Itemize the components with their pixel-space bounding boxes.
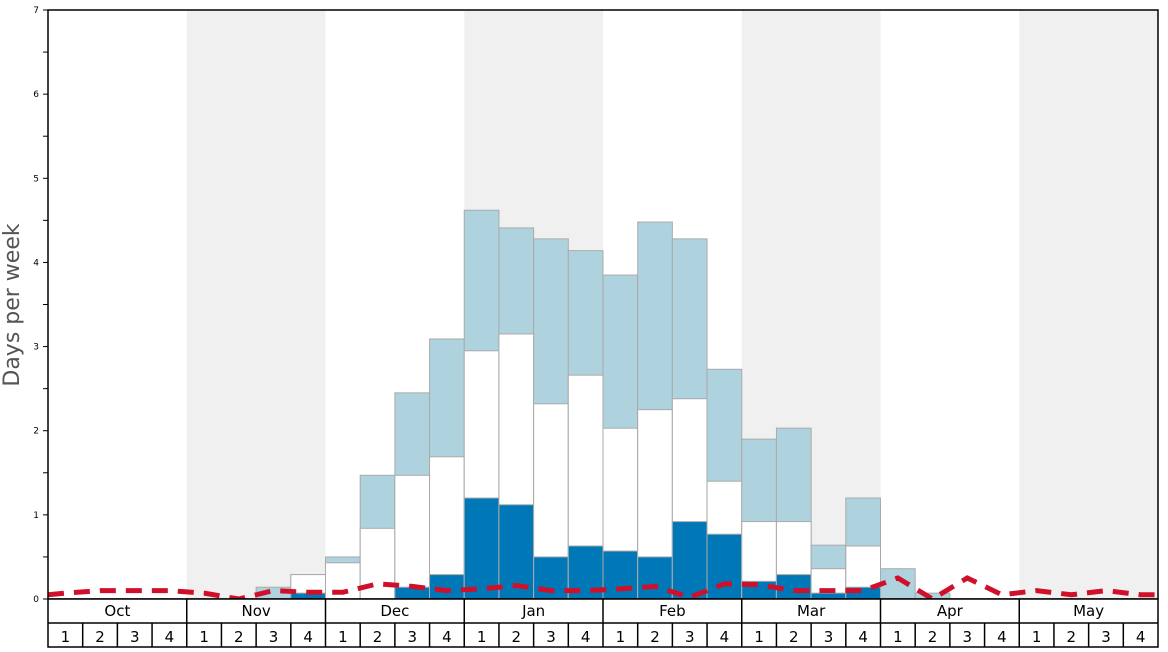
trend-line-path <box>47 575 1158 602</box>
bar-segment <box>637 556 673 600</box>
y-axis-label: Days per week <box>0 223 25 386</box>
week-label: 1 <box>1032 628 1042 646</box>
week-label: 3 <box>269 628 279 646</box>
y-tick-label: 3 <box>33 343 39 353</box>
week-label: 2 <box>373 628 383 646</box>
week-label: 4 <box>997 628 1007 646</box>
month-label: Mar <box>797 602 826 620</box>
month-label: May <box>1073 602 1104 620</box>
week-label: 2 <box>95 628 105 646</box>
y-tick-label: 5 <box>33 174 39 184</box>
month-label: Oct <box>104 602 130 620</box>
week-label: 1 <box>338 628 348 646</box>
week-label: 3 <box>407 628 417 646</box>
week-label: 3 <box>546 628 556 646</box>
bar-segment <box>706 533 743 600</box>
bar-segment <box>429 574 465 600</box>
bar-segment <box>602 550 639 600</box>
week-label: 4 <box>442 628 452 646</box>
y-tick-label: 4 <box>33 258 39 268</box>
week-label: 3 <box>824 628 834 646</box>
y-tick-label: 6 <box>33 90 39 100</box>
week-label: 1 <box>477 628 487 646</box>
bar-segment <box>671 521 708 600</box>
y-tick-label: 1 <box>33 511 39 521</box>
week-label: 3 <box>685 628 695 646</box>
week-label: 1 <box>616 628 626 646</box>
week-label: 2 <box>234 628 244 646</box>
week-label: 4 <box>303 628 313 646</box>
bars <box>255 209 951 600</box>
week-label: 2 <box>650 628 660 646</box>
week-label: 4 <box>858 628 868 646</box>
trend-line <box>47 575 1158 602</box>
week-label: 1 <box>754 628 764 646</box>
week-label: 2 <box>928 628 938 646</box>
y-tick-label: 2 <box>33 427 39 437</box>
month-shade-may <box>1019 10 1158 599</box>
week-label: 2 <box>1067 628 1077 646</box>
week-label: 1 <box>199 628 209 646</box>
week-label: 2 <box>512 628 522 646</box>
week-label: 4 <box>720 628 730 646</box>
week-label: 1 <box>61 628 71 646</box>
month-label: Jan <box>521 602 545 620</box>
week-label: 4 <box>581 628 591 646</box>
week-label: 2 <box>789 628 799 646</box>
bar-segment <box>463 497 500 600</box>
week-label: 3 <box>130 628 140 646</box>
bar-segment <box>394 474 431 600</box>
month-label: Nov <box>241 602 270 620</box>
week-label: 4 <box>165 628 175 646</box>
week-label: 1 <box>893 628 903 646</box>
week-label: 3 <box>962 628 972 646</box>
y-tick-label: 7 <box>33 6 39 16</box>
y-tick-label: 0 <box>33 595 39 605</box>
week-label: 3 <box>1101 628 1111 646</box>
month-label: Dec <box>380 602 409 620</box>
week-label: 4 <box>1136 628 1146 646</box>
month-shading <box>48 10 1158 599</box>
bar-segment <box>810 592 847 600</box>
month-label: Apr <box>937 602 964 620</box>
x-axis: Oct 1 2 3 4 Nov 1 2 3 4 Dec 1 2 3 4 Jan 1 2 3 4 Feb 1 2 3 4 Mar 1 2… <box>47 598 1159 648</box>
month-shade-nov <box>186 10 326 599</box>
month-label: Feb <box>659 602 686 620</box>
